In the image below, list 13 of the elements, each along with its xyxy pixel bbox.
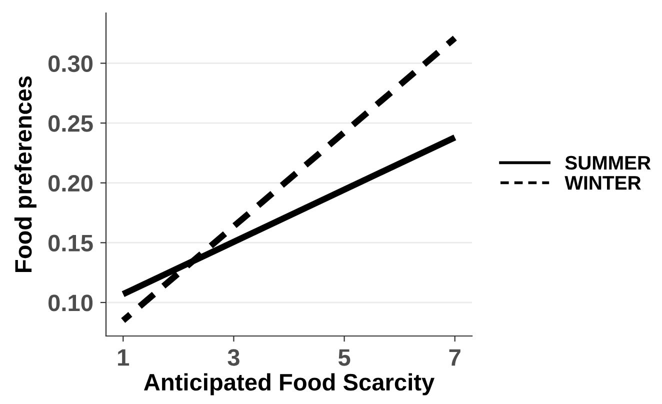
y-tick-label: 0.15 bbox=[48, 234, 93, 252]
y-axis-title: Food preferences bbox=[14, 76, 36, 272]
x-tick-label: 7 bbox=[449, 349, 460, 366]
x-axis-title: Anticipated Food Scarcity bbox=[144, 373, 435, 396]
y-tick-label: 0.25 bbox=[48, 115, 93, 132]
y-tick-label: 0.30 bbox=[48, 55, 93, 72]
legend-label: WINTER bbox=[564, 176, 641, 190]
x-tick-label: 5 bbox=[338, 349, 350, 366]
legend-label: SUMMER bbox=[565, 156, 651, 170]
x-tick-label: 3 bbox=[228, 349, 240, 366]
x-tick-label: 1 bbox=[118, 349, 130, 366]
y-tick-label: 0.20 bbox=[48, 174, 93, 192]
y-tick-label: 0.10 bbox=[48, 294, 93, 312]
